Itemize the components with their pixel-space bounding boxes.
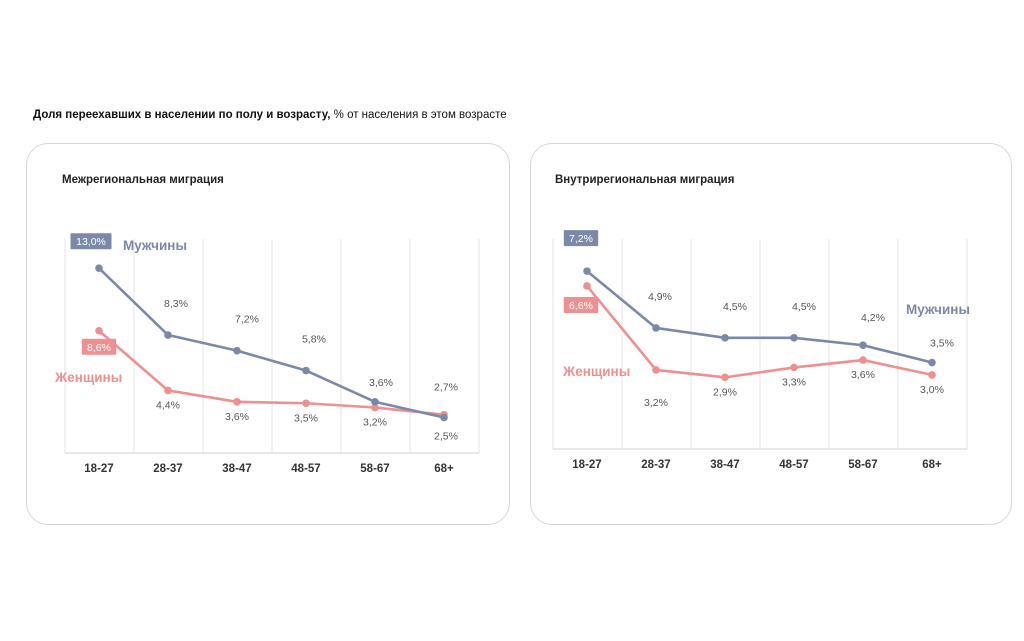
data-point-women bbox=[652, 366, 660, 374]
data-point-women bbox=[721, 373, 729, 382]
x-tick-label: 68+ bbox=[434, 463, 454, 475]
x-tick-label: 28-37 bbox=[153, 463, 182, 475]
chart-card-interregional: Межрегиональная миграция 18-27 28-37 38-47… bbox=[26, 143, 510, 525]
data-point-women bbox=[928, 371, 936, 379]
data-point-men bbox=[164, 331, 172, 339]
data-label-women: 2,9% bbox=[713, 386, 737, 398]
chart-card-intraregional: Внутрирегиональная миграция 18-27 28-37 38… bbox=[530, 143, 1012, 525]
data-point-men bbox=[302, 366, 310, 375]
data-label-men: 4,5% bbox=[792, 301, 816, 313]
x-tick-label: 28-37 bbox=[641, 459, 670, 471]
page-title-bold: Доля переехавших в населении по полу и в… bbox=[33, 109, 331, 121]
page-title-rest: % от населения в этом возрасте bbox=[330, 109, 507, 121]
series-line-men bbox=[586, 270, 933, 364]
data-point-men bbox=[233, 346, 241, 355]
data-point-women bbox=[859, 356, 867, 364]
data-label-men: 5,8% bbox=[302, 334, 326, 346]
data-label-women: 6,6% bbox=[569, 300, 593, 312]
data-point-women bbox=[302, 399, 310, 408]
x-tick-label: 48-57 bbox=[779, 459, 808, 471]
data-label-box bbox=[563, 296, 599, 313]
data-label-box bbox=[563, 230, 599, 247]
x-tick-label: 38-47 bbox=[710, 459, 739, 471]
data-point-men bbox=[95, 264, 103, 273]
data-point-women bbox=[371, 403, 379, 412]
data-point-men bbox=[371, 398, 379, 406]
series-line-women bbox=[98, 329, 445, 416]
chart-interregional: 18-27 28-37 38-47 48-57 58-67 68+ 13,0% 8,3% 7,2… bbox=[54, 233, 480, 475]
data-label-men: 2,5% bbox=[434, 430, 458, 442]
data-label-women: 3,3% bbox=[782, 376, 806, 388]
data-point-women bbox=[95, 326, 103, 335]
legend-women: Женщины bbox=[562, 364, 630, 379]
data-point-men bbox=[440, 413, 448, 422]
data-label-box bbox=[81, 338, 117, 355]
x-tick-label: 58-67 bbox=[360, 463, 389, 475]
data-point-women bbox=[790, 363, 798, 372]
x-tick-label: 18-27 bbox=[572, 459, 601, 471]
data-point-men bbox=[790, 334, 798, 342]
data-label-men: 13,0% bbox=[76, 236, 106, 248]
data-label-men: 3,5% bbox=[930, 338, 954, 350]
data-label-men: 4,2% bbox=[861, 312, 885, 324]
data-label-men: 7,2% bbox=[235, 314, 259, 326]
series-line-men bbox=[98, 267, 445, 419]
data-point-men bbox=[721, 334, 729, 342]
data-label-women: 8,6% bbox=[87, 342, 111, 354]
data-point-men bbox=[583, 267, 591, 275]
data-label-men: 7,2% bbox=[569, 233, 593, 245]
data-label-men: 4,5% bbox=[723, 301, 747, 313]
data-point-women bbox=[583, 282, 591, 290]
data-label-women: 2,7% bbox=[434, 382, 458, 394]
data-label-women: 3,0% bbox=[920, 384, 944, 396]
legend-women: Женщины bbox=[54, 370, 122, 385]
data-point-men bbox=[928, 358, 936, 367]
legend-men: Мужчины bbox=[123, 238, 187, 253]
chart-title: Внутрирегиональная миграция bbox=[555, 174, 735, 186]
legend-men: Мужчины bbox=[906, 302, 970, 317]
series-line-women bbox=[585, 285, 933, 379]
data-label-women: 4,4% bbox=[156, 399, 180, 411]
data-point-women bbox=[233, 398, 241, 406]
data-label-box bbox=[70, 233, 112, 250]
chart-intraregional: 18-27 28-37 38-47 48-57 58-67 68+ 7,2% 4,9% 4,5%… bbox=[552, 230, 970, 471]
data-label-men: 8,3% bbox=[164, 298, 188, 310]
data-label-women: 3,2% bbox=[363, 417, 387, 429]
data-label-men: 4,9% bbox=[648, 291, 672, 303]
data-label-men: 3,6% bbox=[369, 377, 393, 389]
data-point-men bbox=[859, 341, 867, 350]
x-tick-label: 48-57 bbox=[291, 463, 320, 475]
data-label-women: 3,2% bbox=[644, 397, 668, 409]
x-tick-label: 58-67 bbox=[848, 459, 877, 471]
x-tick-label: 18-27 bbox=[84, 463, 113, 475]
data-point-men bbox=[652, 324, 660, 332]
x-tick-label: 38-47 bbox=[222, 463, 251, 475]
x-tick-label: 68+ bbox=[922, 459, 942, 471]
data-point-women bbox=[164, 386, 172, 395]
chart-title: Межрегиональная миграция bbox=[62, 174, 224, 186]
data-label-women: 3,6% bbox=[225, 411, 249, 423]
page-title: Доля переехавших в населении по полу и в… bbox=[33, 109, 507, 121]
data-label-women: 3,6% bbox=[851, 369, 875, 381]
data-label-women: 3,5% bbox=[294, 412, 318, 424]
